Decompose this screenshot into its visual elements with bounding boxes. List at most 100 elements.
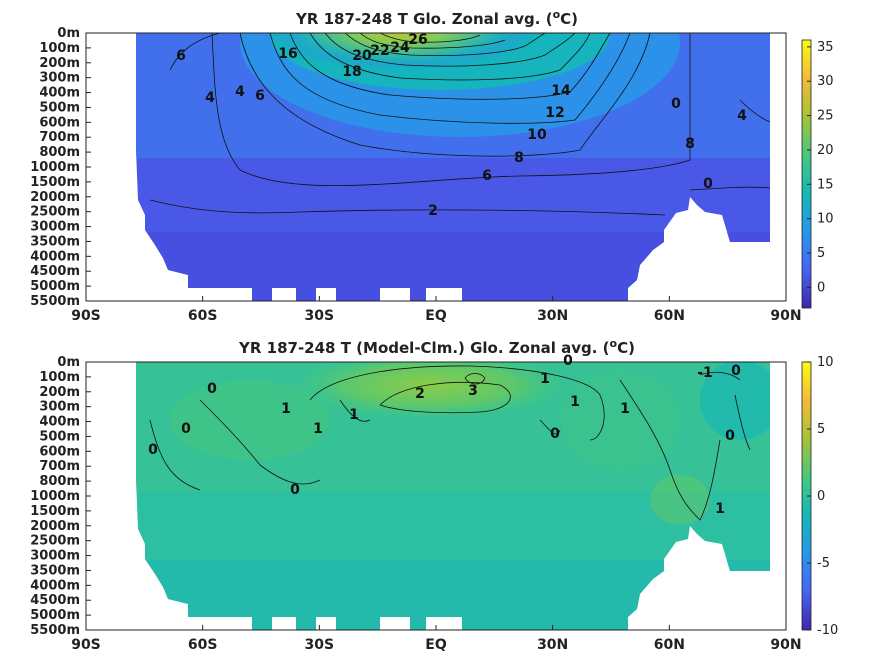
top-contour-label: 18 <box>342 64 361 80</box>
bottom-y-tick-label: 200m <box>39 385 80 400</box>
top-colorbar-tick-label: 35 <box>817 40 834 55</box>
bottom-x-axis: 90S 60S 30S EQ 30N 60N 90N <box>71 625 802 653</box>
top-x-tick-label: 30N <box>537 308 568 324</box>
bottom-y-tick-label: 700m <box>39 459 80 474</box>
bottom-colorbar-tick-label: 5 <box>817 422 825 437</box>
bottom-y-tick-label: 2500m <box>30 534 80 549</box>
top-y-tick-label: 500m <box>39 100 80 115</box>
top-colorbar-tick-label: 20 <box>817 143 834 158</box>
bottom-y-tick-label: 0m <box>57 355 80 370</box>
bottom-y-tick-label: 2000m <box>30 519 80 534</box>
bottom-contour-label: 0 <box>550 426 560 442</box>
bottom-field <box>136 362 770 630</box>
bottom-contour-label: -1 <box>697 365 713 381</box>
bottom-y-tick-label: 800m <box>39 474 80 489</box>
top-panel: YR 187-248 T Glo. Zonal avg. (oC) <box>30 8 834 324</box>
top-field <box>136 33 770 301</box>
top-contour-label: 16 <box>278 46 297 62</box>
top-colorbar-tick-label: 15 <box>817 177 834 192</box>
bottom-x-tick-label: 60S <box>188 637 218 653</box>
bottom-x-tick-label: 60N <box>654 637 685 653</box>
bottom-y-tick-label: 1500m <box>30 504 80 519</box>
top-x-tick-label: 30S <box>305 308 335 324</box>
bottom-y-tick-label: 100m <box>39 370 80 385</box>
top-contour-label: 8 <box>514 150 524 166</box>
top-y-tick-label: 800m <box>39 145 80 160</box>
bottom-colorbar-tick-label: 10 <box>817 355 834 370</box>
top-colorbar-tick-label: 30 <box>817 74 834 89</box>
top-y-tick-label: 2500m <box>30 205 80 220</box>
top-x-tick-label: EQ <box>425 308 447 324</box>
bottom-contour-label: 1 <box>313 421 323 437</box>
bottom-contour-label: 0 <box>148 442 158 458</box>
top-y-axis: 0m100m200m300m400m500m600m700m800m1000m1… <box>30 26 91 309</box>
bottom-contour-label: 1 <box>349 407 359 423</box>
top-colorbar-ticks: 35 30 25 20 15 10 5 0 <box>807 40 834 295</box>
bottom-colorbar-tick-label: -5 <box>817 556 830 571</box>
top-x-tick-label: 90N <box>770 308 801 324</box>
bottom-y-tick-label: 500m <box>39 429 80 444</box>
top-contour-label: 6 <box>176 48 186 64</box>
top-title: YR 187-248 T Glo. Zonal avg. (oC) <box>295 8 578 28</box>
top-y-tick-label: 200m <box>39 56 80 71</box>
top-y-tick-label: 4000m <box>30 249 80 264</box>
bottom-contour-label: 0 <box>725 428 735 444</box>
bottom-contour-label: 0 <box>563 353 573 369</box>
bottom-x-tick-label: EQ <box>425 637 447 653</box>
bottom-contour-label: 0 <box>181 421 191 437</box>
bottom-contour-label: 0 <box>207 381 217 397</box>
bottom-contour-label: 1 <box>570 394 580 410</box>
bottom-y-tick-label: 4500m <box>30 593 80 608</box>
bottom-y-axis: 0m100m200m300m400m500m600m700m800m1000m1… <box>30 355 91 638</box>
bottom-colorbar-ticks: 10 5 0 -5 -10 <box>807 355 838 638</box>
bottom-contour-label: 1 <box>540 371 550 387</box>
top-y-tick-label: 2000m <box>30 190 80 205</box>
top-contour-label: 2 <box>428 203 438 219</box>
top-x-axis: 90S 60S 30S EQ 30N 60N 90N <box>71 296 802 324</box>
top-contour-label: 4 <box>235 84 245 100</box>
bottom-y-tick-label: 300m <box>39 400 80 415</box>
top-y-tick-label: 3000m <box>30 220 80 235</box>
bottom-contour-label: 1 <box>715 501 725 517</box>
bottom-contour-label: 0 <box>290 482 300 498</box>
top-y-tick-label: 0m <box>57 26 80 41</box>
bottom-contour-label: 1 <box>620 401 630 417</box>
bottom-x-tick-label: 90N <box>770 637 801 653</box>
bottom-y-tick-label: 3500m <box>30 563 80 578</box>
top-contour-label: 6 <box>482 168 492 184</box>
bottom-y-tick-label: 5000m <box>30 608 80 623</box>
top-colorbar-tick-label: 10 <box>817 212 834 227</box>
bottom-x-tick-label: 90S <box>71 637 101 653</box>
top-contour-label: 6 <box>255 88 265 104</box>
top-contour-label: 4 <box>205 90 215 106</box>
top-x-tick-label: 60N <box>654 308 685 324</box>
top-contour-label: 26 <box>408 32 427 48</box>
bottom-contour-label: 3 <box>468 383 478 399</box>
top-y-tick-label: 300m <box>39 71 80 86</box>
top-x-tick-label: 60S <box>188 308 218 324</box>
bottom-colorbar: 10 5 0 -5 -10 <box>801 355 838 638</box>
top-y-tick-label: 100m <box>39 41 80 56</box>
bottom-colorbar-tick-label: -10 <box>817 623 838 638</box>
top-y-tick-label: 600m <box>39 115 80 130</box>
bottom-y-tick-label: 3000m <box>30 549 80 564</box>
bottom-title: YR 187-248 T (Model-Clm.) Glo. Zonal avg… <box>238 337 635 357</box>
top-contour-label: 20 <box>352 48 372 64</box>
bottom-y-tick-label: 600m <box>39 444 80 459</box>
top-colorbar: 35 30 25 20 15 10 5 0 <box>801 39 834 309</box>
top-x-tick-label: 90S <box>71 308 101 324</box>
bottom-contour-label: 0 <box>731 363 741 379</box>
top-contour-label: 10 <box>527 127 547 143</box>
top-contour-label: 22 <box>370 43 389 59</box>
top-y-tick-label: 700m <box>39 130 80 145</box>
bottom-panel: YR 187-248 T (Model-Clm.) Glo. Zonal avg… <box>30 337 838 653</box>
top-colorbar-bar <box>801 39 812 309</box>
top-contour-label: 0 <box>703 176 713 192</box>
top-contour-label: 8 <box>685 136 695 152</box>
top-contour-label: 0 <box>671 96 681 112</box>
top-contour-label: 24 <box>390 40 410 56</box>
